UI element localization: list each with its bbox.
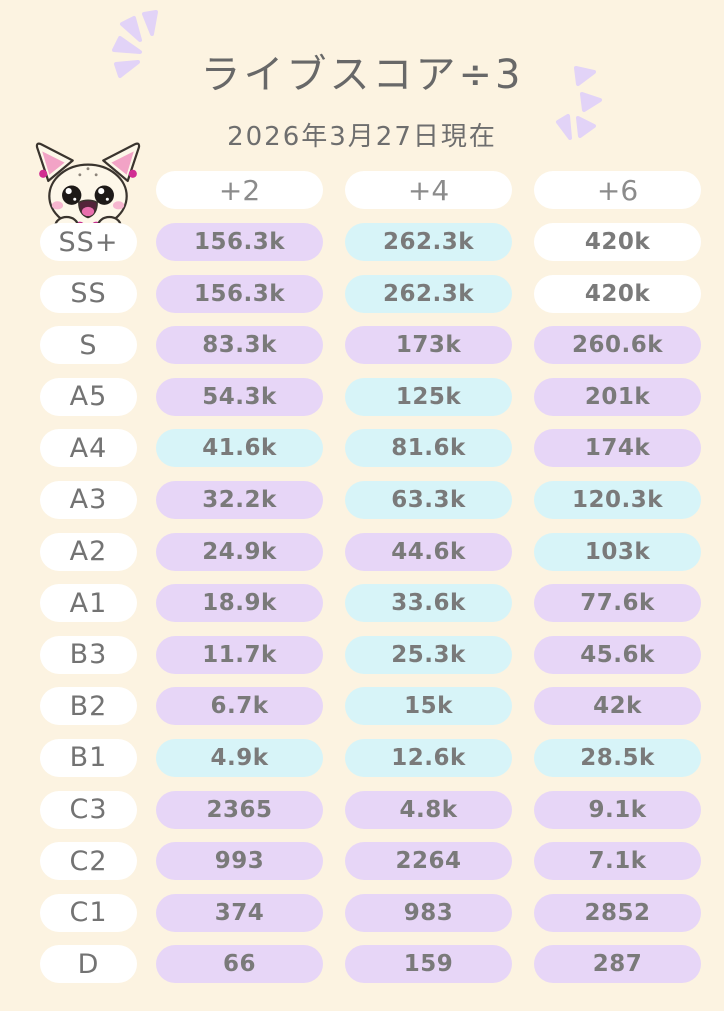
value-cell: 41.6k xyxy=(156,429,323,468)
value-cell: 159 xyxy=(345,945,512,984)
value-cell: 11.7k xyxy=(156,635,323,674)
score-table: +2 +4 +6 SS+ 156.3k 262.3k 420k SS 156.3k 262.… xyxy=(40,171,723,997)
value-cell: 287 xyxy=(534,945,701,984)
value-cell: 54.3k xyxy=(156,377,323,416)
column-header-plus6: +6 xyxy=(534,171,701,209)
table-row: B1 4.9k 12.6k 28.5k xyxy=(40,738,723,777)
row-label: B3 xyxy=(40,635,137,674)
value-cell: 24.9k xyxy=(156,532,323,571)
value-cell: 81.6k xyxy=(345,429,512,468)
value-cell: 44.6k xyxy=(345,532,512,571)
value-cell: 156.3k xyxy=(156,223,323,261)
value-cell: 7.1k xyxy=(534,842,701,881)
value-cell: 125k xyxy=(345,377,512,416)
table-rows: SS+ 156.3k 262.3k 420k SS 156.3k 262.3k 420k S 83… xyxy=(40,223,723,984)
bottom-strip xyxy=(0,1011,724,1024)
value-cell: 6.7k xyxy=(156,687,323,726)
row-label: SS+ xyxy=(40,223,137,261)
value-cell: 262.3k xyxy=(345,223,512,261)
value-cell: 420k xyxy=(534,274,701,313)
table-row: SS+ 156.3k 262.3k 420k xyxy=(40,223,723,261)
value-cell: 262.3k xyxy=(345,274,512,313)
row-label: B2 xyxy=(40,687,137,726)
value-cell: 45.6k xyxy=(534,635,701,674)
row-label: A4 xyxy=(40,429,137,468)
value-cell: 260.6k xyxy=(534,326,701,365)
value-cell: 374 xyxy=(156,893,323,932)
row-label: B1 xyxy=(40,738,137,777)
row-label: C3 xyxy=(40,790,137,829)
value-cell: 2264 xyxy=(345,842,512,881)
value-cell: 2852 xyxy=(534,893,701,932)
value-cell: 66 xyxy=(156,945,323,984)
table-row: S 83.3k 173k 260.6k xyxy=(40,326,723,365)
value-cell: 4.8k xyxy=(345,790,512,829)
value-cell: 103k xyxy=(534,532,701,571)
value-cell: 9.1k xyxy=(534,790,701,829)
row-label: C2 xyxy=(40,842,137,881)
row-label: S xyxy=(40,326,137,365)
column-header-row: +2 +4 +6 xyxy=(156,171,723,209)
table-row: A4 41.6k 81.6k 174k xyxy=(40,429,723,468)
table-row: A2 24.9k 44.6k 103k xyxy=(40,532,723,571)
value-cell: 174k xyxy=(534,429,701,468)
value-cell: 42k xyxy=(534,687,701,726)
row-label: A5 xyxy=(40,377,137,416)
row-label: A2 xyxy=(40,532,137,571)
sparkle-icon xyxy=(112,10,158,78)
page-title: ライブスコア÷3 xyxy=(200,52,524,98)
table-row: A3 32.2k 63.3k 120.3k xyxy=(40,480,723,519)
row-label: A3 xyxy=(40,480,137,519)
value-cell: 983 xyxy=(345,893,512,932)
column-header-plus4: +4 xyxy=(345,171,512,209)
table-row: C2 993 2264 7.1k xyxy=(40,842,723,881)
value-cell: 83.3k xyxy=(156,326,323,365)
value-cell: 993 xyxy=(156,842,323,881)
value-cell: 4.9k xyxy=(156,738,323,777)
value-cell: 25.3k xyxy=(345,635,512,674)
table-row: A5 54.3k 125k 201k xyxy=(40,377,723,416)
value-cell: 2365 xyxy=(156,790,323,829)
table-row: C1 374 983 2852 xyxy=(40,893,723,932)
value-cell: 77.6k xyxy=(534,584,701,623)
row-label: A1 xyxy=(40,584,137,623)
value-cell: 201k xyxy=(534,377,701,416)
value-cell: 63.3k xyxy=(345,480,512,519)
value-cell: 32.2k xyxy=(156,480,323,519)
value-cell: 28.5k xyxy=(534,738,701,777)
row-label: SS xyxy=(40,274,137,313)
value-cell: 12.6k xyxy=(345,738,512,777)
table-row: SS 156.3k 262.3k 420k xyxy=(40,274,723,313)
value-cell: 15k xyxy=(345,687,512,726)
page-header: ライブスコア÷3 2026年3月27日現在 xyxy=(0,0,724,153)
value-cell: 18.9k xyxy=(156,584,323,623)
value-cell: 173k xyxy=(345,326,512,365)
value-cell: 120.3k xyxy=(534,480,701,519)
table-row: D 66 159 287 xyxy=(40,945,723,984)
table-row: B2 6.7k 15k 42k xyxy=(40,687,723,726)
value-cell: 156.3k xyxy=(156,274,323,313)
value-cell: 33.6k xyxy=(345,584,512,623)
column-header-plus2: +2 xyxy=(156,171,323,209)
value-cell: 420k xyxy=(534,223,701,261)
table-row: C3 2365 4.8k 9.1k xyxy=(40,790,723,829)
row-label: C1 xyxy=(40,893,137,932)
table-row: A1 18.9k 33.6k 77.6k xyxy=(40,584,723,623)
table-row: B3 11.7k 25.3k 45.6k xyxy=(40,635,723,674)
row-label: D xyxy=(40,945,137,984)
page-subtitle: 2026年3月27日現在 xyxy=(227,122,497,152)
sparkle-icon xyxy=(556,66,602,140)
